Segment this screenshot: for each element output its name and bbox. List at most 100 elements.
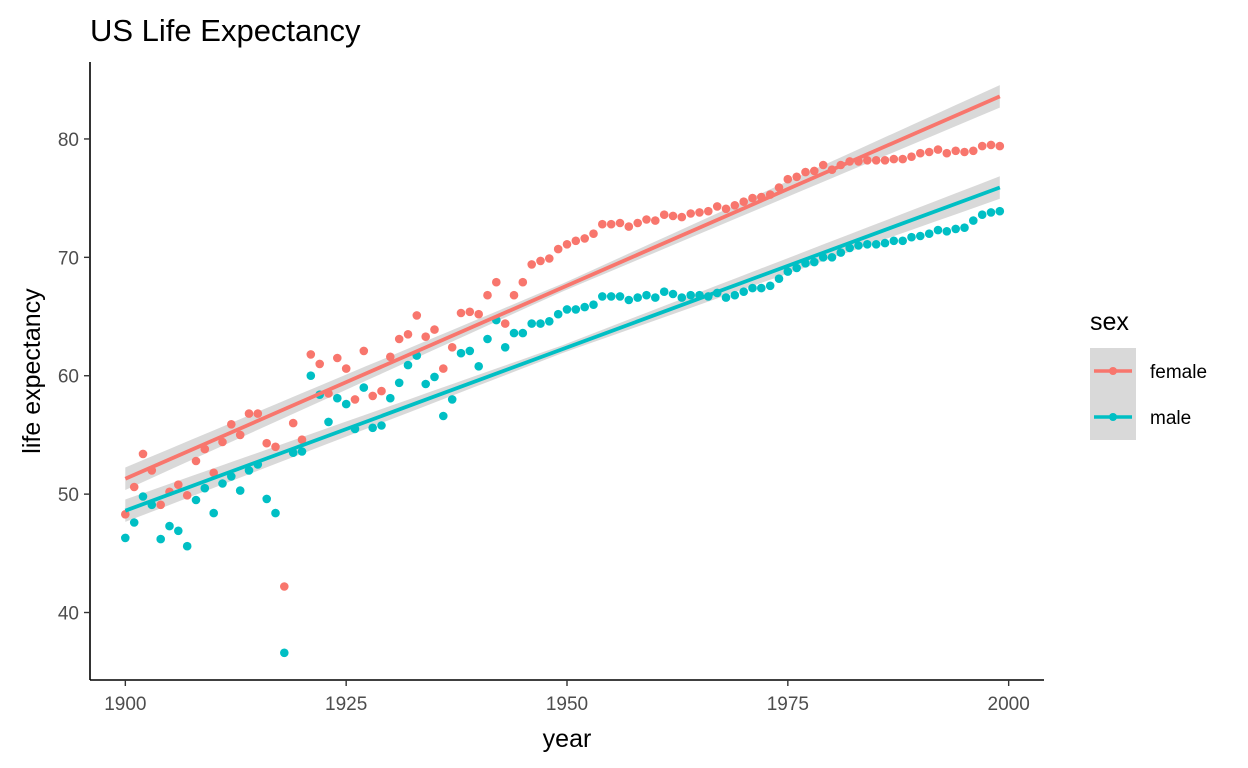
- point-male: [430, 372, 439, 382]
- point-female: [377, 386, 386, 396]
- point-female: [624, 222, 634, 231]
- point-male: [871, 240, 881, 249]
- point-male: [571, 305, 581, 314]
- point-female: [536, 256, 545, 266]
- point-male: [960, 223, 969, 232]
- point-female: [500, 319, 510, 328]
- point-female: [403, 330, 413, 339]
- point-female: [668, 211, 678, 221]
- point-male: [907, 232, 916, 242]
- point-female: [430, 325, 439, 334]
- point-male: [580, 302, 589, 312]
- point-female: [606, 219, 616, 229]
- point-male: [836, 248, 846, 257]
- point-female: [686, 209, 695, 218]
- point-male: [553, 309, 563, 319]
- point-male: [880, 238, 890, 248]
- point-male: [977, 210, 987, 219]
- point-female: [359, 346, 369, 356]
- x-axis-title: year: [543, 725, 592, 753]
- point-female: [121, 510, 130, 519]
- point-male: [359, 383, 369, 392]
- legend-label-male: male: [1150, 408, 1191, 429]
- point-female: [898, 154, 907, 164]
- point-female: [651, 216, 660, 225]
- point-male: [456, 348, 466, 358]
- point-female: [288, 418, 298, 428]
- point-female: [271, 442, 280, 452]
- data-points: [121, 140, 1005, 658]
- point-female: [333, 353, 342, 363]
- point-female: [933, 145, 943, 154]
- y-axis-ticks: 40 50 60 70 80: [58, 130, 90, 625]
- point-female: [871, 156, 881, 165]
- point-female: [465, 307, 475, 317]
- point-male: [518, 328, 528, 338]
- point-female: [394, 334, 404, 344]
- point-male: [536, 319, 545, 328]
- point-male: [165, 521, 174, 531]
- point-male: [465, 346, 475, 356]
- y-axis-title: life expectancy: [18, 288, 46, 454]
- point-female: [306, 350, 316, 359]
- point-female: [721, 204, 731, 214]
- point-male: [156, 534, 165, 544]
- point-male: [748, 283, 757, 293]
- point-female: [227, 420, 236, 429]
- x-tick-label: 2000: [988, 694, 1030, 715]
- point-male: [377, 421, 386, 430]
- point-female: [615, 218, 625, 228]
- point-male: [739, 287, 748, 297]
- point-male: [368, 423, 378, 433]
- point-female: [818, 160, 828, 170]
- point-female: [315, 359, 325, 369]
- point-female: [633, 218, 642, 228]
- point-female: [280, 582, 289, 591]
- point-male: [651, 293, 660, 302]
- point-male: [474, 362, 484, 371]
- point-male: [271, 508, 280, 518]
- point-female: [659, 210, 669, 219]
- point-male: [933, 225, 943, 235]
- point-female: [774, 183, 784, 192]
- point-male: [615, 292, 625, 301]
- point-female: [439, 364, 448, 373]
- point-female: [677, 212, 687, 222]
- point-female: [704, 206, 713, 216]
- point-male: [209, 508, 218, 518]
- point-male: [969, 216, 978, 225]
- point-male: [889, 236, 899, 246]
- point-male: [757, 283, 766, 293]
- point-male: [500, 343, 510, 352]
- point-male: [854, 241, 863, 250]
- point-female: [889, 154, 899, 164]
- x-axis-ticks: 1900 1925 1950 1975 2000: [104, 680, 1030, 715]
- legend-key-female-point: [1109, 367, 1117, 375]
- point-male: [244, 466, 254, 475]
- point-male: [439, 411, 448, 421]
- point-female: [916, 148, 925, 158]
- point-male: [668, 289, 678, 299]
- point-male: [333, 393, 342, 403]
- point-male: [191, 495, 201, 505]
- point-male: [235, 486, 245, 495]
- point-male: [129, 518, 139, 527]
- point-male: [138, 492, 148, 501]
- point-male: [686, 290, 695, 300]
- point-male: [121, 533, 130, 543]
- x-tick-label: 1925: [325, 694, 367, 715]
- chart-title: US Life Expectancy: [90, 13, 361, 48]
- point-female: [191, 456, 201, 466]
- point-female: [253, 409, 263, 418]
- point-female: [456, 308, 466, 318]
- point-male: [421, 379, 431, 389]
- point-male: [394, 378, 404, 388]
- point-female: [977, 141, 987, 151]
- point-male: [942, 227, 952, 236]
- point-female: [235, 430, 245, 440]
- point-female: [129, 482, 139, 492]
- fit-line-male: [124, 185, 1001, 513]
- point-male: [659, 287, 669, 297]
- point-female: [880, 156, 890, 165]
- point-female: [580, 234, 589, 243]
